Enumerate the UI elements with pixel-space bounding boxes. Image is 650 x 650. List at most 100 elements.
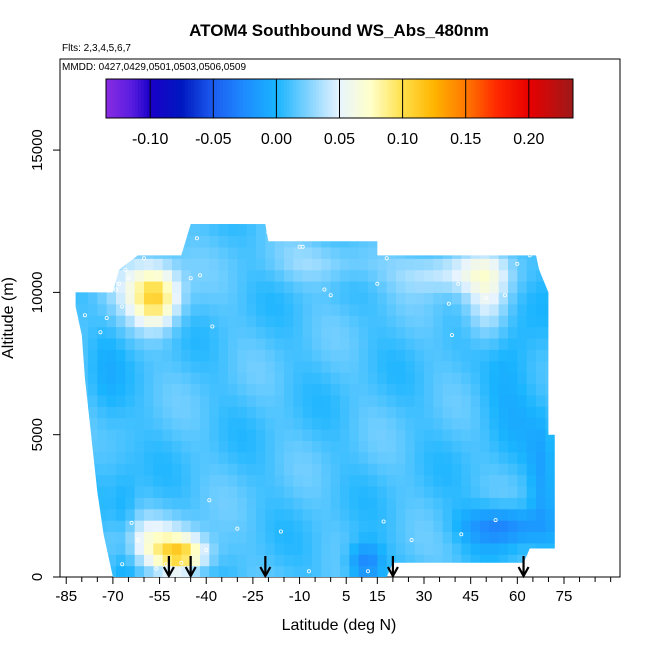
heatmap-cell [461,372,472,385]
colorbar-segment [564,79,568,118]
heatmap-cell [470,372,481,385]
heatmap-cell [442,554,453,567]
heatmap-cell [508,440,518,453]
heatmap-cell [405,281,416,293]
x-tick-label: 45 [462,588,479,605]
heatmap-cell [340,258,350,271]
heatmap-cell [246,565,257,577]
heatmap-cell [97,337,108,350]
heatmap-cell [246,246,257,259]
heatmap-cell [144,565,154,577]
heatmap-cell [480,372,490,385]
heatmap-cell [302,337,313,350]
colorbar-segment [295,79,300,118]
heatmap-cell [97,349,108,362]
arrow-marker [184,556,197,579]
heatmap-cell [368,554,378,567]
heatmap-cell [237,246,248,259]
heatmap-cell [442,349,453,362]
heatmap-cell [274,485,285,498]
heatmap-cell [470,463,481,476]
colorbar-segment [494,79,498,118]
heatmap-cell [134,417,145,430]
heatmap-cell [349,235,360,248]
heatmap-cell [284,383,294,396]
heatmap-cell [489,554,500,567]
heatmap-cell [396,360,406,373]
heatmap-cell [209,542,220,555]
heatmap-cell [284,360,294,373]
heatmap-cell [480,326,490,339]
heatmap-cell [228,337,238,350]
heatmap-cell [106,485,117,498]
colorbar-segment [278,79,282,118]
heatmap-cell [181,497,192,510]
heatmap-cell [461,474,472,487]
heatmap-cell [349,292,360,305]
heatmap-cell [368,520,378,533]
colorbar-segment [444,79,448,118]
heatmap-cell [349,269,360,282]
heatmap-cell [424,360,434,373]
heatmap-cell [190,326,201,339]
heatmap-cell [144,554,154,567]
heatmap-cell [181,417,192,430]
heatmap-cell [321,372,332,385]
heatmap-cells [75,224,555,577]
heatmap-cell [312,292,322,305]
heatmap-cell [321,554,332,567]
heatmap-cell [526,372,537,385]
heatmap-cell [489,349,500,362]
heatmap-cell [349,520,360,533]
heatmap-cell [228,360,238,373]
heatmap-cell [190,303,201,316]
heatmap-cell [489,542,500,555]
heatmap-cell [153,451,164,464]
heatmap-cell [246,372,257,385]
heatmap-cell [330,303,341,316]
heatmap-cell [536,417,546,430]
heatmap-cell [461,394,472,407]
heatmap-cell [405,349,416,362]
heatmap-cell [536,394,546,407]
heatmap-cell [162,474,173,487]
heatmap-cell [424,394,434,407]
heatmap-cell [526,315,537,328]
heatmap-cell [461,326,472,339]
heatmap-cell [414,554,425,567]
heatmap-cell [349,542,360,555]
heatmap-cell [209,281,220,293]
heatmap-cell [312,451,322,464]
heatmap-cell [414,372,425,385]
heatmap-cell [181,235,192,248]
heatmap-cell [405,383,416,396]
heatmap-cell [442,542,453,555]
heatmap-cell [116,531,126,544]
sample-point [449,333,454,338]
heatmap-cell [358,406,369,419]
heatmap-cell [386,497,397,510]
heatmap-cell [386,542,397,555]
heatmap-cell [246,269,257,282]
heatmap-cell [256,520,266,533]
heatmap-cell [433,542,444,555]
heatmap-cell [162,372,173,385]
heatmap-cell [209,349,220,362]
heatmap-cell [396,554,406,567]
heatmap-cell [200,315,210,328]
heatmap-cell [517,372,528,385]
heatmap-cell [274,565,285,577]
heatmap-cell [368,349,378,362]
heatmap-cell [88,349,98,362]
heatmap-cell [386,508,397,521]
heatmap-cell [293,520,304,533]
heatmap-cell [144,281,154,293]
heatmap-cell [228,497,238,510]
colorbar-segment [132,79,136,118]
heatmap-cell [97,394,108,407]
heatmap-cell [302,429,313,441]
heatmap-cell [172,542,182,555]
heatmap-cell [181,520,192,533]
heatmap-cell [246,383,257,396]
colorbar-segment [359,79,364,118]
